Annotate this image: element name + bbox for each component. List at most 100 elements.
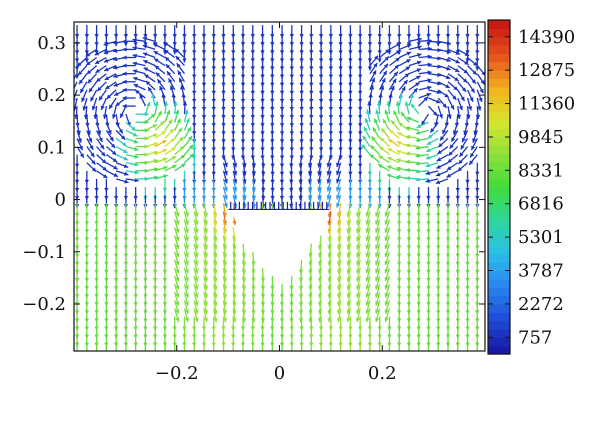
vector-arrow-head [163, 101, 169, 106]
colorbar-band [488, 253, 510, 263]
vector-arrow-head [166, 110, 171, 115]
vector-arrow-head [415, 145, 420, 150]
vector-arrow-head [159, 121, 165, 126]
colorbar-tick-label: 757 [518, 327, 552, 348]
vector-arrow-head [162, 157, 168, 162]
vector-arrow-head [175, 309, 180, 314]
vector-arrow-head [134, 146, 139, 152]
vector-arrow-head [84, 58, 90, 63]
vector-arrow-head [107, 129, 112, 135]
vector-arrow-head [110, 143, 116, 148]
vector-arrow-head [184, 293, 190, 298]
vector-arrow-head [396, 158, 401, 163]
vector-arrow-head [95, 60, 100, 64]
vector-arrow-head [175, 293, 180, 298]
vector-arrow-head [148, 87, 153, 92]
vector-arrow-head [455, 59, 460, 64]
vector-arrow-head [184, 309, 190, 314]
vector-arrow-head [444, 93, 449, 98]
vector-arrow-head [393, 71, 398, 77]
vector-arrow-head [413, 88, 418, 93]
vector-arrow-head [384, 309, 389, 314]
x-tick-label: 0 [274, 363, 285, 384]
vector-arrow-head [175, 277, 180, 282]
vector-arrow-head [404, 73, 410, 78]
vector-arrow-head [405, 159, 410, 165]
vector-arrow-head [194, 301, 199, 306]
vector-arrow-head [394, 64, 399, 70]
vector-arrow-head [416, 60, 422, 65]
vector-arrow-head [416, 68, 422, 73]
vector-arrow-head [189, 153, 194, 159]
vector-arrow-head [142, 52, 148, 57]
vector-arrow-head [406, 42, 412, 47]
vector-arrow-head [167, 71, 172, 76]
vector-arrow-head [384, 301, 389, 306]
vector-arrow-head [436, 42, 441, 47]
vector-arrow-head [426, 140, 432, 145]
vector-arrow-head [427, 85, 432, 91]
vector-arrow-head [379, 146, 384, 151]
vector-arrow-head [374, 236, 380, 242]
vector-arrow-head [181, 163, 186, 168]
colorbar-tick-label: 9845 [518, 127, 564, 148]
vector-arrow-head [122, 149, 128, 153]
vector-arrow-head [384, 109, 389, 115]
vector-arrow-head [170, 138, 175, 143]
colorbar-frame [487, 19, 511, 355]
vector-arrow-head [203, 317, 209, 323]
vector-arrow-head [384, 212, 389, 217]
vector-arrow-head [182, 101, 188, 106]
colorbar-band [488, 136, 510, 146]
y-tick-label: 0.3 [37, 33, 66, 54]
vector-arrow-head [178, 77, 183, 83]
vector-arrow-head [168, 119, 173, 124]
vector-arrow-head [448, 151, 453, 156]
vector-arrow-head [163, 165, 168, 171]
vector-arrow-head [378, 155, 384, 160]
vector-arrow-head [436, 359, 440, 363]
vector-arrow-head [145, 80, 151, 86]
vector-arrow-head [469, 97, 474, 102]
colorbar-band [488, 220, 510, 230]
vector-arrow-head [481, 71, 485, 76]
vector-arrow-head [194, 261, 199, 266]
vector-arrow-head [458, 105, 463, 111]
vector-arrow-head [122, 63, 127, 68]
vector-arrow-head [396, 166, 401, 171]
colorbar-band [488, 111, 510, 121]
vector-arrow-head [78, 70, 83, 76]
vector-arrow-head [180, 85, 185, 90]
vector-arrow-head [142, 36, 148, 41]
vector-arrow-head [370, 145, 375, 150]
vector-arrow-head [415, 82, 420, 87]
vector-arrow-head [457, 167, 463, 172]
vector-arrow-head [367, 66, 373, 71]
vector-arrow-head [436, 157, 442, 162]
vector-arrow-head [112, 157, 118, 162]
vector-arrow-head [122, 141, 127, 147]
vector-arrow-head [335, 203, 341, 208]
vector-arrow-head [384, 244, 389, 249]
vector-arrow-head [374, 244, 380, 250]
vector-arrow-head [371, 136, 376, 141]
vector-arrow-head [440, 136, 445, 141]
vector-arrow-head [132, 69, 138, 74]
vector-arrow-head [417, 359, 421, 363]
vector-arrow-head [94, 359, 98, 363]
vector-arrow-head [446, 166, 452, 170]
vector-arrow-head [477, 106, 482, 111]
vector-arrow-head [365, 277, 370, 282]
colorbar-band [488, 86, 510, 96]
vector-arrow-head [113, 82, 119, 87]
vector-arrow-head [150, 93, 156, 98]
vector-arrow-head [122, 39, 127, 44]
vector-arrow-head [153, 150, 159, 155]
vector-arrow-head [365, 252, 370, 258]
vector-arrow-head [446, 66, 451, 71]
vector-arrow-head [177, 70, 182, 76]
vector-arrow-head [458, 159, 463, 164]
vector-arrow-head [329, 359, 333, 363]
vector-arrow-head [384, 220, 389, 225]
vector-arrow-head [435, 180, 441, 185]
